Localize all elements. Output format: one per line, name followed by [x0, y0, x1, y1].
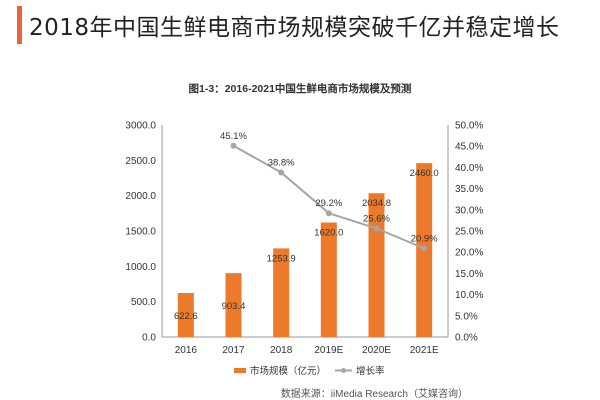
bar-data-label: 2460.0 — [410, 168, 439, 179]
right-tick-label: 0.0% — [455, 333, 478, 344]
line-data-label: 45.1% — [220, 131, 247, 142]
x-tick-label: 2019E — [314, 345, 343, 356]
right-tick-label: 5.0% — [455, 311, 478, 322]
line-data-label: 25.6% — [363, 213, 390, 224]
source-note: 数据来源：iiMedia Research（艾媒咨询） — [281, 387, 468, 400]
legend-bar-label: 市场规模（亿元） — [250, 365, 326, 377]
growth-point — [325, 210, 332, 217]
left-tick-label: 1000.0 — [125, 262, 156, 273]
right-tick-label: 20.0% — [455, 248, 483, 259]
left-tick-label: 1500.0 — [125, 227, 156, 238]
x-tick-label: 2020E — [362, 345, 391, 356]
right-tick-label: 25.0% — [455, 227, 483, 238]
left-tick-label: 500.0 — [131, 297, 156, 308]
bar — [273, 248, 290, 337]
line-data-label: 29.2% — [315, 198, 342, 209]
left-tick-label: 0.0 — [142, 333, 156, 344]
x-tick-label: 2021E — [410, 345, 439, 356]
bar-data-label: 622.6 — [174, 311, 198, 322]
right-tick-label: 15.0% — [455, 269, 483, 280]
bar-data-label: 1620.0 — [314, 228, 343, 239]
left-tick-label: 3000.0 — [125, 121, 156, 132]
x-tick-label: 2017 — [222, 345, 245, 356]
x-tick-label: 2018 — [270, 345, 293, 356]
right-tick-label: 35.0% — [455, 184, 483, 195]
legend-line-marker — [341, 368, 346, 373]
right-tick-label: 30.0% — [455, 205, 483, 216]
bar-data-label: 903.4 — [222, 301, 246, 312]
bar-data-label: 1253.9 — [267, 253, 296, 264]
right-tick-label: 45.0% — [455, 142, 483, 153]
right-tick-label: 40.0% — [455, 163, 483, 174]
legend-bar-swatch — [234, 368, 246, 373]
bar — [320, 222, 337, 337]
chart-title: 图1-3：2016-2021中国生鲜电商市场规模及预测 — [189, 82, 412, 95]
page-title: 2018年中国生鲜电商市场规模突破千亿并稳定增长 — [29, 15, 560, 41]
right-tick-label: 50.0% — [455, 121, 483, 132]
growth-point — [373, 225, 380, 232]
bar-data-label: 2034.8 — [362, 198, 391, 209]
line-data-label: 38.8% — [268, 157, 295, 168]
title-accent-bar — [17, 6, 22, 44]
bar — [177, 293, 194, 337]
growth-point — [230, 142, 237, 149]
left-tick-label: 2000.0 — [125, 191, 156, 202]
right-tick-label: 10.0% — [455, 290, 483, 301]
growth-point — [278, 169, 285, 176]
x-tick-label: 2016 — [175, 345, 198, 356]
growth-point — [421, 245, 428, 252]
legend-line-label: 增长率 — [356, 365, 385, 377]
line-data-label: 20.9% — [411, 233, 438, 244]
bar — [225, 273, 242, 337]
left-tick-label: 2500.0 — [125, 156, 156, 167]
